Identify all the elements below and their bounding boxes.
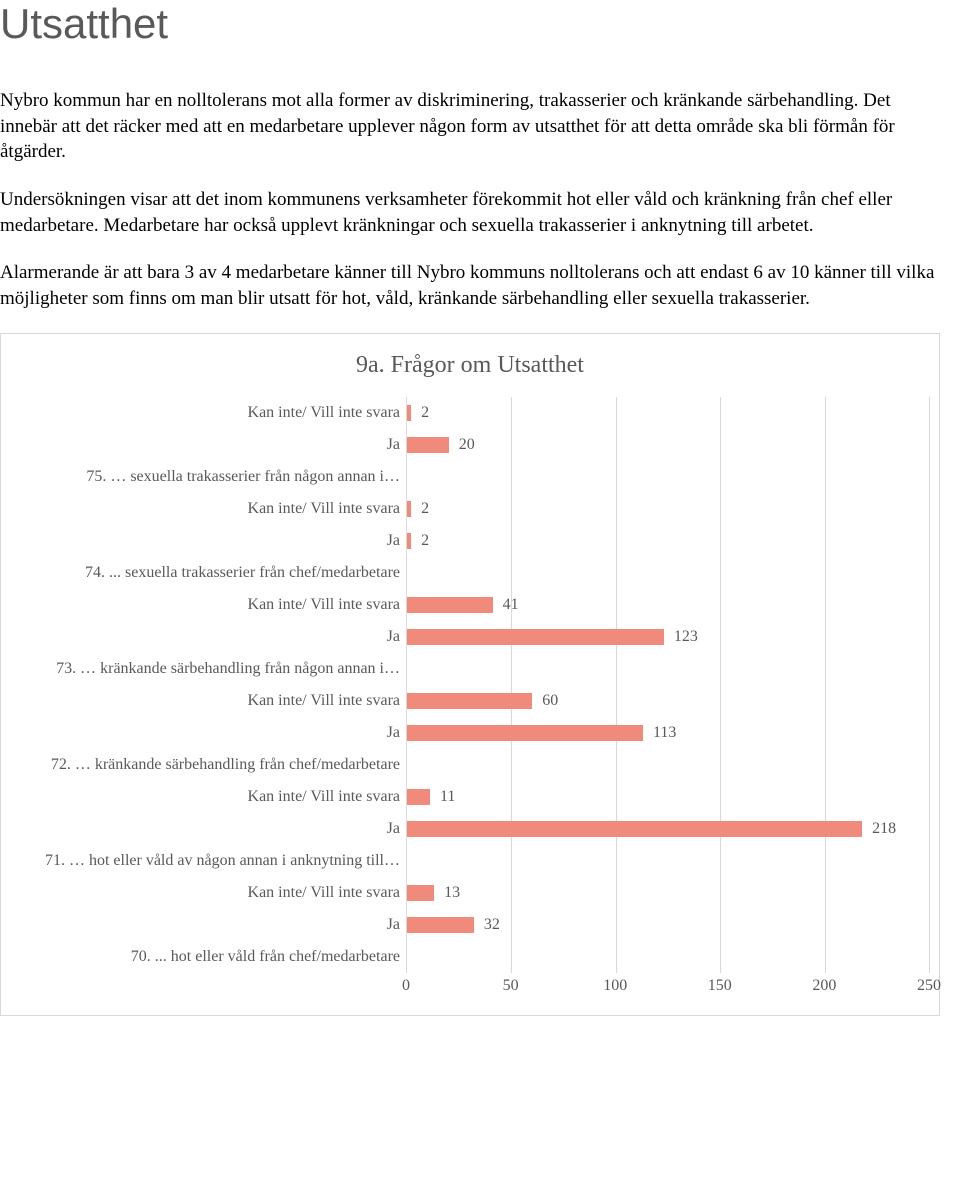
chart-bar-value: 2 — [421, 532, 429, 550]
chart-row-label: Ja — [11, 717, 400, 749]
chart-container: 9a. Frågor om Utsatthet Kan inte/ Vill i… — [0, 333, 940, 1016]
chart-row-label: Kan inte/ Vill inte svara — [11, 397, 400, 429]
chart-gridline — [929, 397, 930, 973]
chart-bar — [407, 405, 411, 421]
chart-x-tick: 100 — [603, 977, 627, 995]
chart-bar-value: 32 — [484, 916, 500, 934]
chart-bar-wrap: 41 — [407, 589, 929, 621]
chart-row-label: Kan inte/ Vill inte svara — [11, 493, 400, 525]
chart-row-label: 73. … kränkande särbehandling från någon… — [11, 653, 400, 685]
chart-bar — [407, 629, 664, 645]
chart-bar-wrap: 218 — [407, 813, 929, 845]
chart-row-label: Ja — [11, 909, 400, 941]
intro-para-2: Undersökningen visar att det inom kommun… — [0, 187, 940, 238]
chart-bar — [407, 821, 862, 837]
intro-para-3: Alarmerande är att bara 3 av 4 medarbeta… — [0, 260, 940, 311]
chart-bar-wrap: 2 — [407, 493, 929, 525]
chart-row-label: Kan inte/ Vill inte svara — [11, 877, 400, 909]
chart-row-label: 75. … sexuella trakasserier från någon a… — [11, 461, 400, 493]
chart-bar-value: 113 — [653, 724, 676, 742]
chart-bar — [407, 725, 643, 741]
chart-y-labels: Kan inte/ Vill inte svaraJa75. … sexuell… — [11, 397, 406, 1005]
chart-bar-value: 13 — [444, 884, 460, 902]
chart-row-label: Ja — [11, 525, 400, 557]
page-heading: Utsatthet — [0, 0, 940, 48]
intro-para-1: Nybro kommun har en nolltolerans mot all… — [0, 88, 940, 165]
chart-row-label: 72. … kränkande särbehandling från chef/… — [11, 749, 400, 781]
chart-x-tick: 0 — [402, 977, 410, 995]
chart-plot-column: 220224112360113112181332 050100150200250 — [406, 397, 929, 1005]
chart-bar — [407, 789, 430, 805]
chart-bar-value: 123 — [674, 628, 698, 646]
chart-bar — [407, 693, 532, 709]
chart-bar — [407, 597, 493, 613]
chart-bar — [407, 885, 434, 901]
chart-bar — [407, 917, 474, 933]
chart-bar-wrap: 2 — [407, 397, 929, 429]
chart-bar-value: 11 — [440, 788, 455, 806]
chart-bar-value: 2 — [421, 500, 429, 518]
chart-bar-value: 218 — [872, 820, 896, 838]
chart-row-label: Ja — [11, 621, 400, 653]
chart-bar — [407, 437, 449, 453]
chart-row-label: 70. ... hot eller våld från chef/medarbe… — [11, 941, 400, 973]
chart-row-label: 71. … hot eller våld av någon annan i an… — [11, 845, 400, 877]
chart-bar-value: 20 — [459, 436, 475, 454]
chart-bar — [407, 533, 411, 549]
chart-plot-area: 2 20 2 2 41 123 60 113 11 218 13 32 — [406, 397, 929, 973]
chart-row-label: Kan inte/ Vill inte svara — [11, 781, 400, 813]
chart-bar-value: 60 — [542, 692, 558, 710]
chart-bar-wrap: 20 — [407, 429, 929, 461]
chart-x-tick: 150 — [708, 977, 732, 995]
chart-row-label: Kan inte/ Vill inte svara — [11, 685, 400, 717]
chart-bar-wrap: 2 — [407, 525, 929, 557]
chart-x-axis: 050100150200250 — [406, 977, 929, 1005]
chart-x-tick: 250 — [917, 977, 941, 995]
chart-row-label: Kan inte/ Vill inte svara — [11, 589, 400, 621]
chart-x-tick: 50 — [503, 977, 519, 995]
chart-row-label: Ja — [11, 429, 400, 461]
chart-title: 9a. Frågor om Utsatthet — [11, 352, 929, 379]
chart-bar-wrap: 13 — [407, 877, 929, 909]
chart-bar-wrap: 60 — [407, 685, 929, 717]
chart-bar-value: 41 — [503, 596, 519, 614]
chart-x-tick: 200 — [812, 977, 836, 995]
chart-bar-value: 2 — [421, 404, 429, 422]
chart-row-label: Ja — [11, 813, 400, 845]
chart-bar-wrap: 32 — [407, 909, 929, 941]
chart-bar-wrap: 123 — [407, 621, 929, 653]
chart-bar — [407, 501, 411, 517]
chart-body: Kan inte/ Vill inte svaraJa75. … sexuell… — [11, 397, 929, 1005]
chart-bar-wrap: 11 — [407, 781, 929, 813]
chart-bar-wrap: 113 — [407, 717, 929, 749]
chart-row-label: 74. ... sexuella trakasserier från chef/… — [11, 557, 400, 589]
